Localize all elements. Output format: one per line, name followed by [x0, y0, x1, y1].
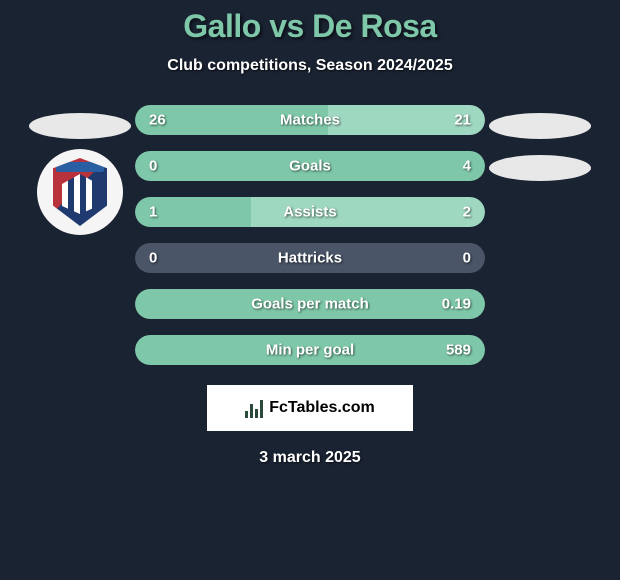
player-photo-placeholder [29, 113, 131, 139]
stat-right-value: 0 [463, 250, 471, 267]
stat-left-value: 26 [149, 112, 166, 129]
stat-label: Matches [280, 112, 340, 129]
stat-label: Assists [283, 204, 336, 221]
stat-row: 26 21 Matches [135, 105, 485, 135]
stat-right-value: 589 [446, 342, 471, 359]
brand-text: FcTables.com [269, 399, 375, 417]
chart-icon [245, 398, 263, 418]
stat-label: Hattricks [278, 250, 342, 267]
player-photo-placeholder [489, 113, 591, 139]
stat-left-value: 0 [149, 250, 157, 267]
stat-label: Goals [289, 158, 331, 175]
stats-column: 26 21 Matches 0 4 Goals 1 2 Assists 0 0 Hattricks 0.… [135, 105, 485, 365]
comparison-card: Gallo vs De Rosa Club competitions, Seas… [0, 0, 620, 580]
left-column [25, 105, 135, 365]
stat-label: Min per goal [266, 342, 354, 359]
stat-row: 0 4 Goals [135, 151, 485, 181]
page-title: Gallo vs De Rosa [183, 8, 436, 45]
team-crest-placeholder [489, 155, 591, 181]
stat-label: Goals per match [251, 296, 369, 313]
stat-left-value: 0 [149, 158, 157, 175]
stat-row: 1 2 Assists [135, 197, 485, 227]
report-date: 3 march 2025 [259, 449, 360, 467]
stat-right-value: 0.19 [442, 296, 471, 313]
stat-right-value: 2 [463, 204, 471, 221]
stat-row: 589 Min per goal [135, 335, 485, 365]
stats-area: 26 21 Matches 0 4 Goals 1 2 Assists 0 0 Hattricks 0.… [0, 105, 620, 365]
stat-row: 0.19 Goals per match [135, 289, 485, 319]
stat-left-value: 1 [149, 204, 157, 221]
team-crest-left [37, 149, 123, 235]
stat-right-value: 4 [463, 158, 471, 175]
brand-logo[interactable]: FcTables.com [207, 385, 413, 431]
stat-right-value: 21 [454, 112, 471, 129]
page-subtitle: Club competitions, Season 2024/2025 [167, 57, 452, 75]
right-column [485, 105, 595, 365]
stat-row: 0 0 Hattricks [135, 243, 485, 273]
crotone-crest-icon [50, 158, 110, 226]
